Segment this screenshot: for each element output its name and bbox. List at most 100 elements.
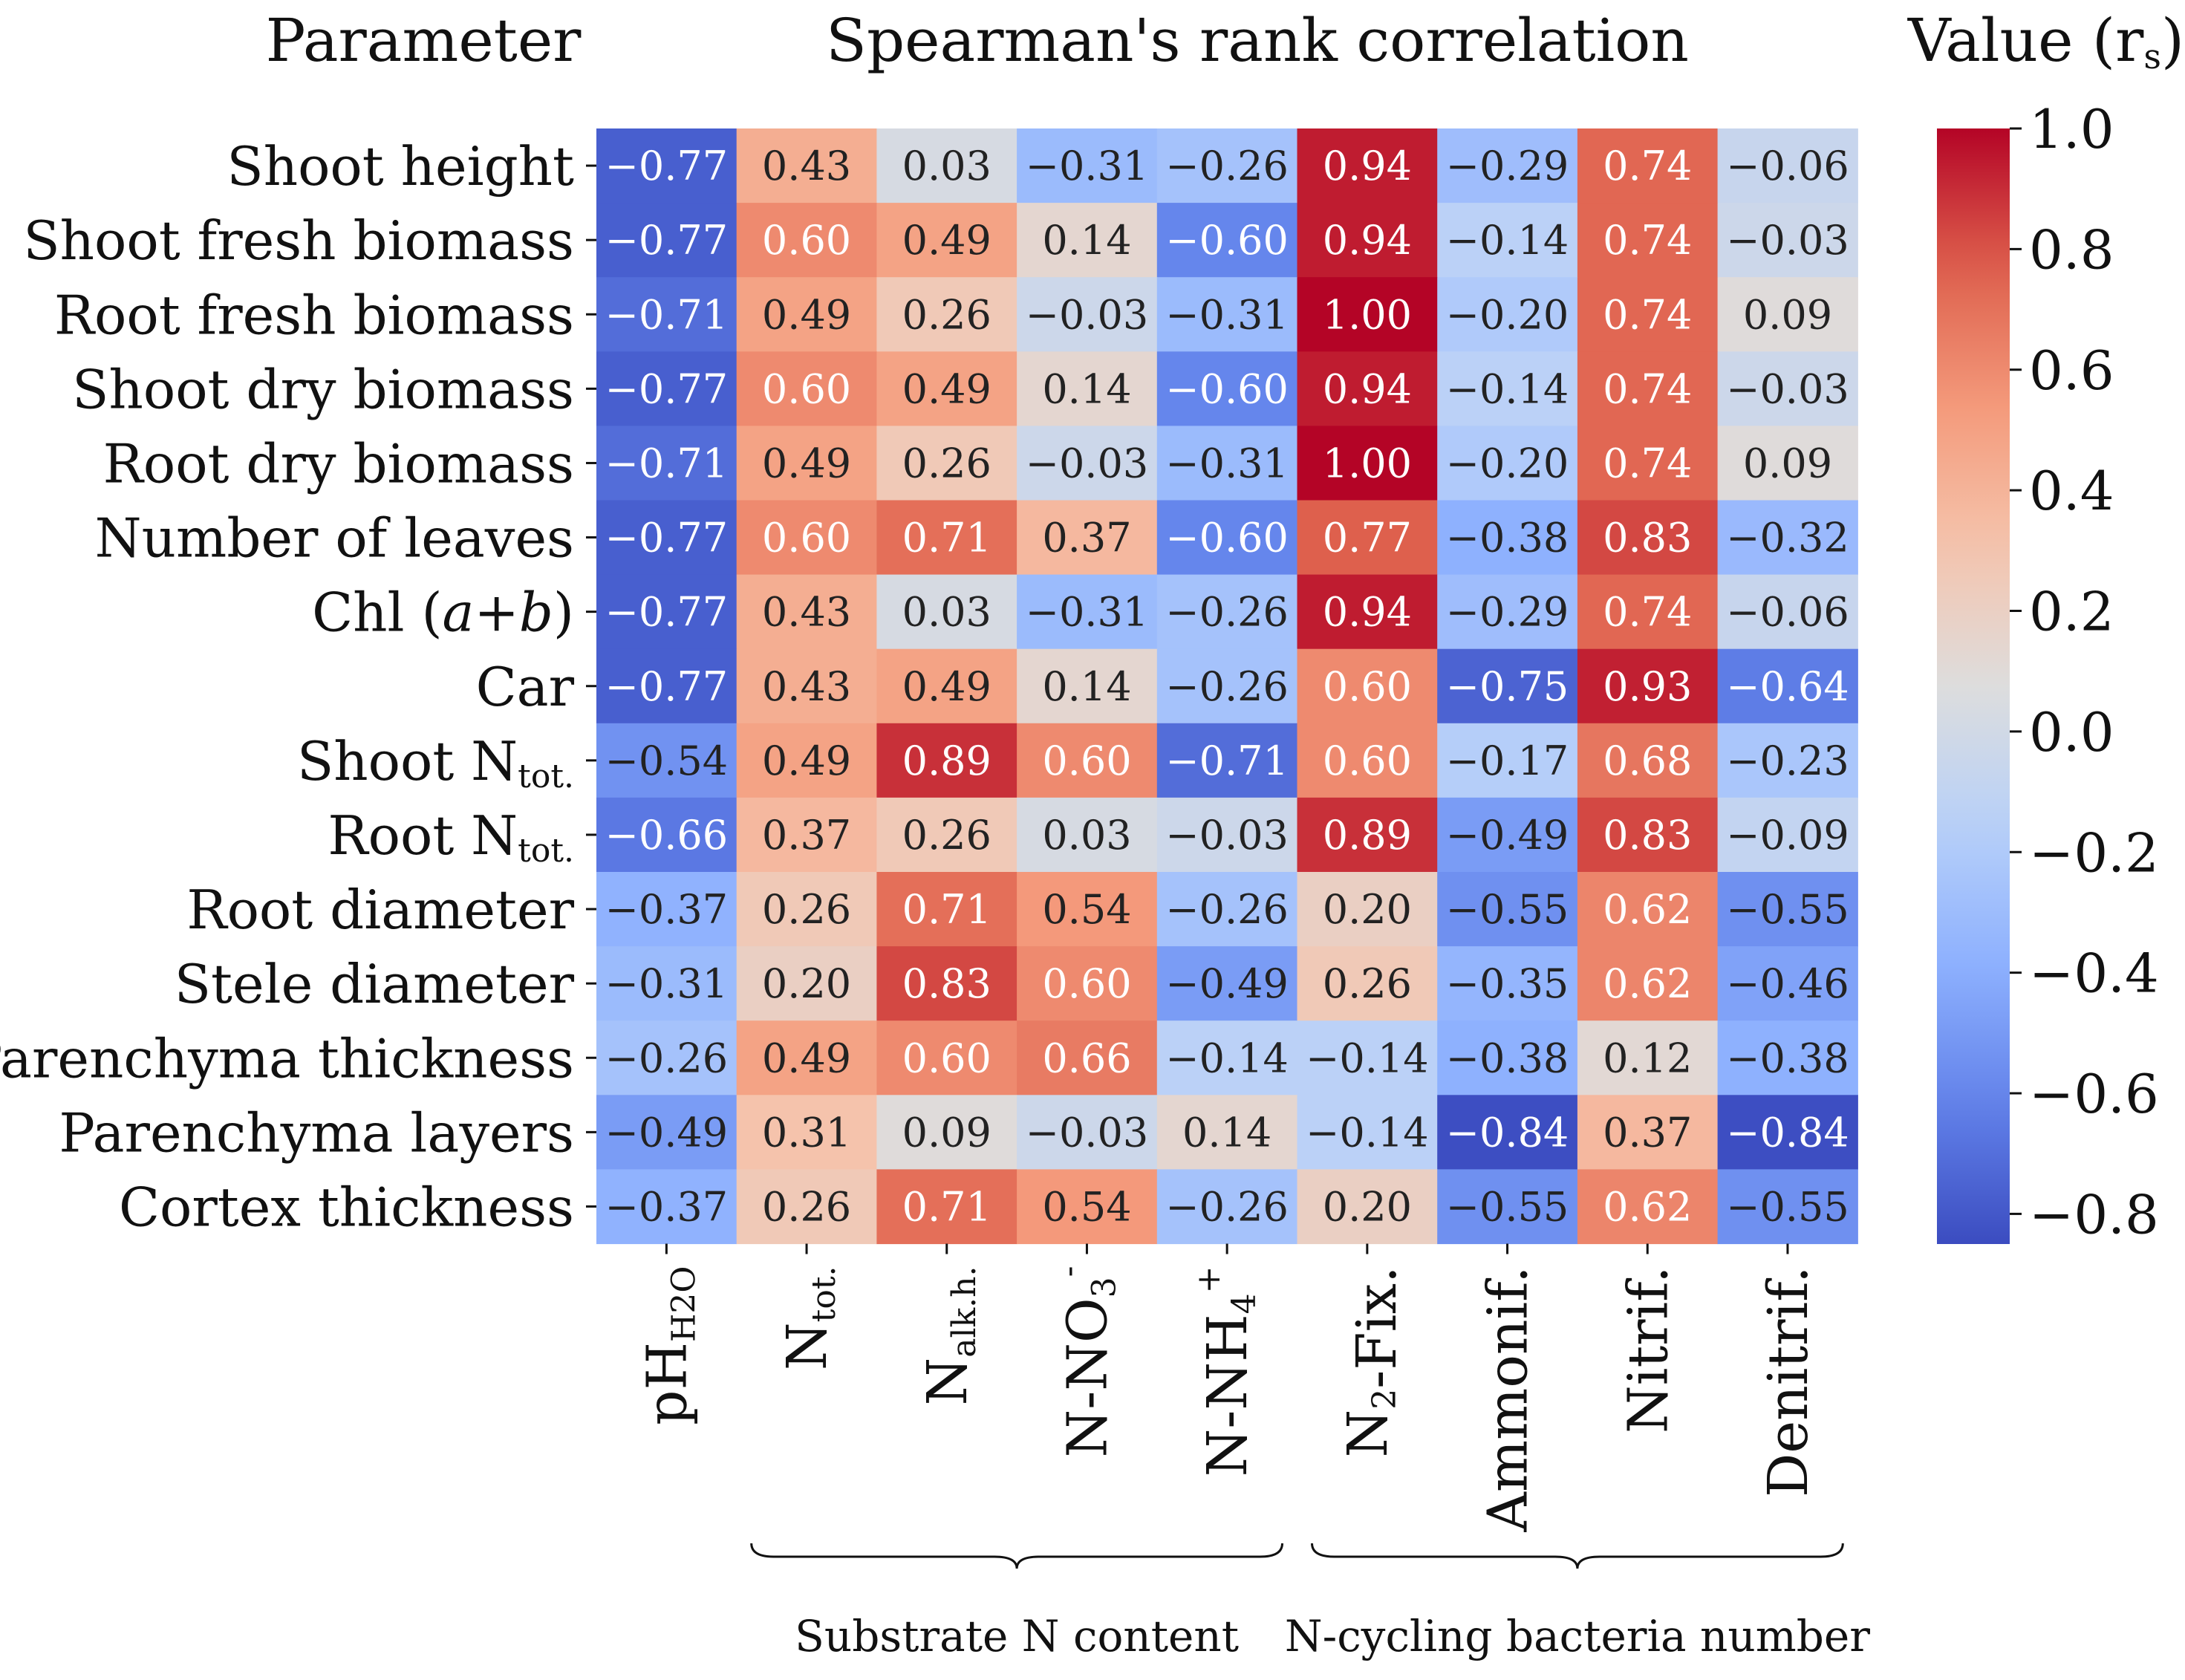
heatmap-cell bbox=[596, 1020, 737, 1095]
heatmap-cell bbox=[596, 648, 737, 724]
heatmap-cell bbox=[1017, 1169, 1158, 1245]
heatmap-cell bbox=[876, 797, 1017, 873]
column-labels: pHH2O Ntot. Nalk.h. N-NO3- N-NH4+ N2-Fix. Ammo… bbox=[635, 1243, 1820, 1532]
heatmap-cell bbox=[1437, 351, 1578, 426]
cell-value-label: 0.66 bbox=[1042, 1035, 1131, 1081]
heatmap-cell bbox=[1577, 128, 1719, 204]
row-label: Root Ntot. bbox=[328, 804, 574, 870]
cell-value-label: 0.14 bbox=[1182, 1109, 1271, 1156]
cell-value-label: 0.37 bbox=[1042, 515, 1131, 561]
cell-value-label: 0.83 bbox=[1603, 515, 1692, 561]
cell-value-label: −0.37 bbox=[605, 1183, 728, 1230]
column-group-braces: Substrate N content N-cycling bacteria nu… bbox=[750, 1543, 1870, 1661]
heatmap-cell bbox=[596, 351, 737, 426]
heatmap-cell bbox=[736, 1095, 877, 1170]
cell-value-label: 0.60 bbox=[1042, 738, 1131, 784]
row-header: Parameter bbox=[266, 6, 582, 75]
cell-value-label: −0.84 bbox=[1446, 1109, 1569, 1156]
cell-value-label: 0.26 bbox=[762, 1183, 851, 1230]
heatmap-cell bbox=[876, 872, 1017, 947]
heatmap-cell bbox=[1717, 500, 1858, 576]
colorbar-tick-label: 0.6 bbox=[2029, 339, 2114, 402]
heatmap-cell bbox=[1156, 872, 1298, 947]
cell-value-label: 0.71 bbox=[902, 1183, 991, 1230]
cell-value-label: −0.46 bbox=[1726, 960, 1849, 1007]
cell-value-label: −0.60 bbox=[1165, 217, 1288, 264]
heatmap-cell bbox=[1577, 1095, 1719, 1170]
column-label: Nalk.h. bbox=[916, 1266, 983, 1406]
heatmap-cell bbox=[1017, 574, 1158, 650]
heatmap-cell bbox=[596, 426, 737, 501]
heatmap-cell bbox=[1297, 1020, 1438, 1095]
cell-value-label: −0.71 bbox=[605, 291, 728, 338]
cell-value-label: −0.55 bbox=[1446, 886, 1569, 933]
cell-value-label: −0.23 bbox=[1726, 738, 1849, 784]
heatmap-cell bbox=[1437, 128, 1578, 204]
cell-value-label: 0.60 bbox=[762, 515, 851, 561]
heatmap-cell bbox=[736, 426, 877, 501]
cell-value-label: 0.62 bbox=[1603, 886, 1692, 933]
cell-value-label: 0.74 bbox=[1603, 365, 1692, 412]
cell-value-label: 0.74 bbox=[1603, 589, 1692, 636]
cell-value-label: 0.60 bbox=[902, 1035, 991, 1081]
row-label: Shoot fresh biomass bbox=[23, 209, 574, 272]
colorbar-tick-label: −0.8 bbox=[2029, 1183, 2159, 1246]
cell-value-label: 0.94 bbox=[1323, 217, 1412, 264]
cell-value-label: 0.60 bbox=[762, 217, 851, 264]
column-label: Nitrif. bbox=[1616, 1266, 1680, 1433]
heatmap-cell bbox=[1717, 203, 1858, 278]
heatmap-cell bbox=[596, 574, 737, 650]
heatmap-cell bbox=[1717, 797, 1858, 873]
heatmap-cell bbox=[1437, 574, 1578, 650]
cell-value-label: −0.03 bbox=[1026, 291, 1148, 338]
cell-value-label: −0.31 bbox=[605, 960, 728, 1007]
cell-value-label: −0.75 bbox=[1446, 663, 1569, 710]
cell-value-label: −0.31 bbox=[1165, 291, 1288, 338]
heatmap-cell bbox=[1577, 203, 1719, 278]
row-labels: Shoot height Shoot fresh biomass Root fres… bbox=[0, 135, 596, 1238]
heatmap-cell bbox=[1717, 946, 1858, 1021]
heatmap-cell bbox=[1437, 426, 1578, 501]
cell-value-label: −0.38 bbox=[1726, 1035, 1849, 1081]
cell-value-label: 0.26 bbox=[1323, 960, 1412, 1007]
cell-value-label: −0.32 bbox=[1726, 515, 1849, 561]
cell-value-label: −0.26 bbox=[1165, 886, 1288, 933]
row-label: Root fresh biomass bbox=[54, 284, 574, 346]
column-label: N2-Fix. bbox=[1336, 1266, 1409, 1458]
heatmap-cell bbox=[1017, 426, 1158, 501]
cell-value-label: −0.14 bbox=[1306, 1109, 1428, 1156]
cell-value-label: −0.64 bbox=[1726, 663, 1849, 710]
heatmap-cell bbox=[1717, 1169, 1858, 1245]
heatmap-cell bbox=[876, 128, 1017, 204]
colorbar-tick-label: 0.0 bbox=[2029, 701, 2114, 764]
cell-value-label: 0.43 bbox=[762, 663, 851, 710]
cell-value-label: −0.77 bbox=[605, 589, 728, 636]
heatmap-cell bbox=[736, 1169, 877, 1245]
heatmap-cell bbox=[1577, 872, 1719, 947]
cell-value-label: 0.49 bbox=[762, 1035, 851, 1081]
row-label: Cortex thickness bbox=[119, 1176, 574, 1238]
cell-value-label: 0.77 bbox=[1323, 515, 1412, 561]
cell-value-label: −0.35 bbox=[1446, 960, 1569, 1007]
cell-value-label: 0.68 bbox=[1603, 738, 1692, 784]
cell-value-label: 0.49 bbox=[762, 440, 851, 486]
colorbar-tick-label: −0.4 bbox=[2029, 942, 2159, 1005]
heatmap-cell bbox=[876, 648, 1017, 724]
cell-value-label: 0.12 bbox=[1603, 1035, 1692, 1081]
heatmap-cell bbox=[1437, 648, 1578, 724]
cell-value-label: 0.37 bbox=[762, 812, 851, 859]
heatmap-cell bbox=[1297, 500, 1438, 576]
cell-value-label: 0.94 bbox=[1323, 589, 1412, 636]
heatmap-cell bbox=[596, 1169, 737, 1245]
heatmap-cell bbox=[1017, 203, 1158, 278]
cell-value-label: 0.03 bbox=[1042, 812, 1131, 859]
heatmap-cell bbox=[1017, 1095, 1158, 1170]
heatmap-cell bbox=[1017, 946, 1158, 1021]
cell-value-label: −0.49 bbox=[605, 1109, 728, 1156]
cell-value-label: −0.29 bbox=[1446, 143, 1569, 189]
cell-value-label: −0.54 bbox=[605, 738, 728, 784]
colorbar-tick-label: 1.0 bbox=[2029, 98, 2114, 160]
row-label: Stele diameter bbox=[175, 953, 575, 1015]
heatmap-cell bbox=[596, 723, 737, 798]
